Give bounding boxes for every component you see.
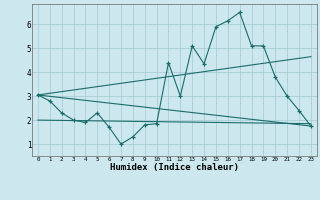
X-axis label: Humidex (Indice chaleur): Humidex (Indice chaleur) <box>110 163 239 172</box>
